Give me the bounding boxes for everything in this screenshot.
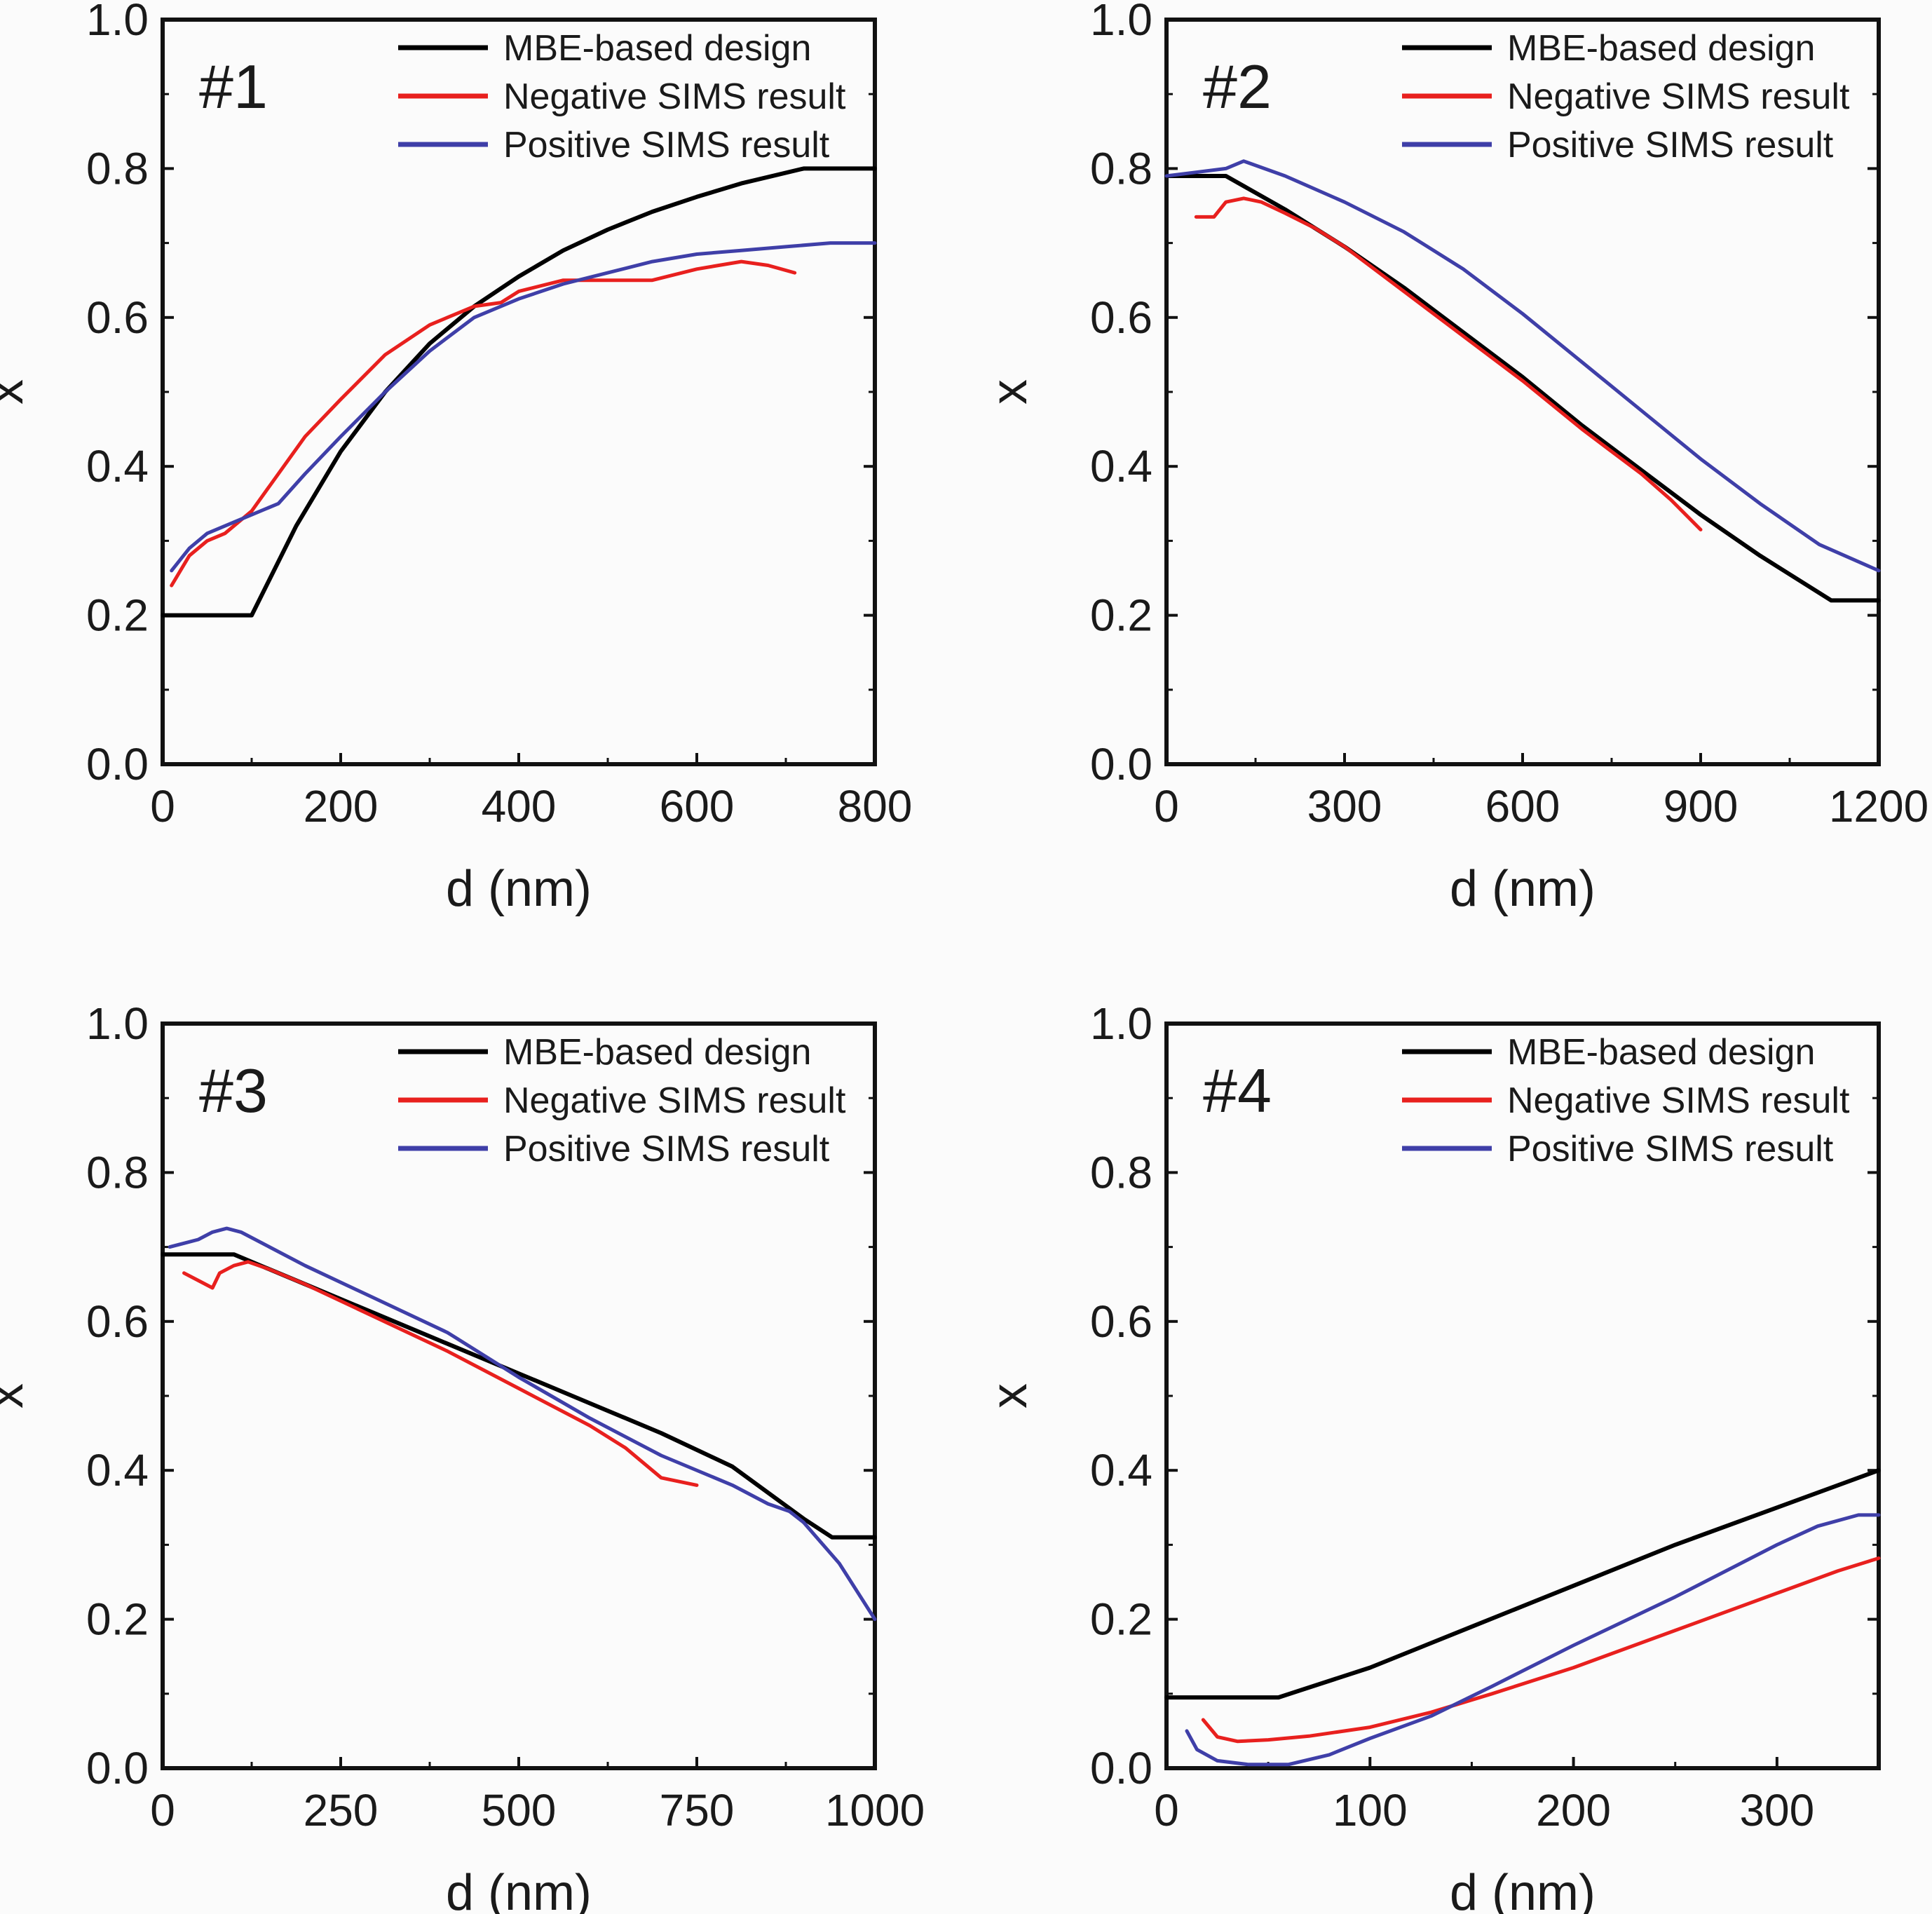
y-tick-label: 0.2 [1090,1594,1152,1645]
legend-entry: MBE-based design [503,1032,811,1073]
y-tick-label: 0.8 [1090,1147,1152,1197]
series-line-negative [1194,196,1703,531]
x-tick-label: 0 [150,781,175,832]
y-tick-label: 0.8 [86,143,149,194]
series-line-positive [170,241,877,573]
chart-panel-3: 0 250 500 750 1000 0.0 0.2 0.4 0.6 0.8 1.0 d (nm) x #… [0,998,925,1914]
y-tick-label: 0.6 [86,1296,149,1347]
x-tick-label: 200 [304,781,379,832]
y-tick-label: 0.2 [1090,590,1152,641]
y-tick-label: 0.6 [86,292,149,343]
legend-entry: Positive SIMS result [503,125,830,165]
x-axis-label: d (nm) [1450,1865,1596,1914]
series-line-design [161,166,877,618]
x-tick-label: 100 [1333,1785,1408,1835]
y-tick-label: 0.0 [86,1743,149,1793]
legend-entry: Positive SIMS result [1507,125,1834,165]
x-tick-label: 0 [1154,781,1179,832]
x-tick-label: 400 [482,781,557,832]
series-line-negative [182,1260,699,1487]
series-line-negative [170,259,797,588]
legend-entry: MBE-based design [1507,1032,1815,1073]
panel-label: #4 [1203,1056,1272,1125]
series-line-design [161,1252,877,1540]
series-line-negative [1201,1556,1881,1744]
legend-entry: Positive SIMS result [1507,1129,1834,1169]
y-tick-label: 1.0 [86,0,149,45]
legend-entry: MBE-based design [503,28,811,69]
y-axis-label: x [981,379,1038,405]
legend-entry: Negative SIMS result [503,1080,846,1121]
y-tick-label: 0.8 [1090,143,1152,194]
y-tick-label: 0.4 [86,1445,149,1495]
y-axis-label: x [981,1383,1038,1409]
legend-entry: Negative SIMS result [1507,1080,1850,1121]
panel-label: #1 [199,52,268,121]
chart-panel-1: 0 200 400 600 800 0.0 0.2 0.4 0.6 0.8 1.0 d (nm) x #1… [0,0,912,917]
x-tick-label: 500 [482,1785,557,1835]
x-tick-label: 200 [1536,1785,1611,1835]
y-tick-label: 0.0 [1090,1743,1152,1793]
series-line-positive [1185,1513,1881,1767]
y-tick-label: 0.4 [86,441,149,491]
y-tick-label: 0.0 [86,739,149,789]
y-tick-label: 0.2 [86,590,149,641]
y-tick-label: 0.6 [1090,1296,1152,1347]
y-tick-label: 0.8 [86,1147,149,1197]
y-axis-label: x [0,379,34,405]
x-tick-label: 800 [838,781,913,832]
x-tick-label: 250 [304,1785,379,1835]
series-line-positive [1164,159,1881,573]
y-tick-label: 1.0 [1090,998,1152,1049]
y-tick-label: 0.2 [86,1594,149,1645]
y-tick-label: 0.0 [1090,739,1152,789]
x-axis-label: d (nm) [446,861,592,917]
chart-panel-4: 0 100 200 300 0.0 0.2 0.4 0.6 0.8 1.0 d (nm) x #4 MBE… [981,998,1881,1914]
x-tick-label: 600 [1485,781,1560,832]
x-axis-label: d (nm) [446,1865,592,1914]
x-tick-label: 1200 [1829,781,1928,832]
x-tick-label: 0 [150,1785,175,1835]
panel-label: #3 [199,1056,268,1125]
x-tick-label: 300 [1739,1785,1814,1835]
x-tick-label: 1000 [825,1785,925,1835]
legend-entry: MBE-based design [1507,28,1815,69]
series-line-design [1164,174,1881,603]
legend-entry: Positive SIMS result [503,1129,830,1169]
x-tick-label: 300 [1307,781,1382,832]
x-axis-label: d (nm) [1450,861,1596,917]
legend-entry: Negative SIMS result [503,76,846,117]
y-tick-label: 1.0 [86,998,149,1049]
x-tick-label: 900 [1664,781,1739,832]
legend-entry: Negative SIMS result [1507,76,1850,117]
y-tick-label: 0.4 [1090,441,1152,491]
series-line-positive [168,1226,877,1622]
series-line-design [1164,1468,1881,1700]
x-tick-label: 600 [660,781,735,832]
y-axis-label: x [0,1383,34,1409]
y-tick-label: 0.6 [1090,292,1152,343]
chart-panel-2: 0 300 600 900 1200 0.0 0.2 0.4 0.6 0.8 1.0 d (nm) x #… [981,0,1928,917]
y-tick-label: 0.4 [1090,1445,1152,1495]
y-tick-label: 1.0 [1090,0,1152,45]
panel-label: #2 [1203,52,1272,121]
x-tick-label: 0 [1154,1785,1179,1835]
x-tick-label: 750 [660,1785,735,1835]
